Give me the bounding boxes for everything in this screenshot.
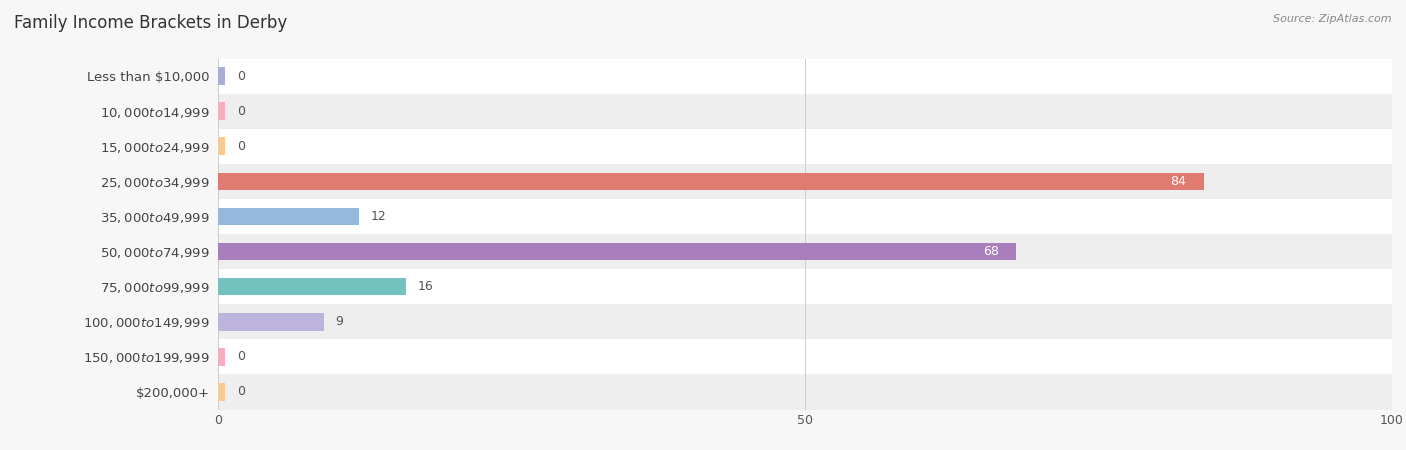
Bar: [218, 137, 225, 155]
Bar: [218, 339, 1392, 374]
Text: 68: 68: [983, 245, 998, 258]
Bar: [218, 67, 225, 85]
Bar: [218, 58, 1392, 94]
Text: 16: 16: [418, 280, 433, 293]
Text: 0: 0: [236, 351, 245, 363]
Bar: [218, 129, 1392, 164]
Bar: [218, 164, 1392, 199]
Text: Family Income Brackets in Derby: Family Income Brackets in Derby: [14, 14, 287, 32]
Bar: [218, 278, 406, 295]
Bar: [218, 199, 1392, 234]
Text: 9: 9: [336, 315, 343, 328]
Bar: [218, 269, 1392, 304]
Text: 12: 12: [371, 210, 387, 223]
Text: 0: 0: [236, 140, 245, 153]
Bar: [218, 313, 323, 330]
Bar: [218, 304, 1392, 339]
Text: 0: 0: [236, 386, 245, 398]
Bar: [218, 94, 1392, 129]
Bar: [218, 172, 1204, 190]
Bar: [218, 243, 1017, 260]
Bar: [218, 374, 1392, 410]
Bar: [218, 348, 225, 365]
Bar: [218, 102, 225, 120]
Bar: [218, 234, 1392, 269]
Bar: [218, 207, 359, 225]
Text: 84: 84: [1171, 175, 1187, 188]
Text: 0: 0: [236, 70, 245, 82]
Bar: [218, 383, 225, 400]
Text: 0: 0: [236, 105, 245, 117]
Text: Source: ZipAtlas.com: Source: ZipAtlas.com: [1274, 14, 1392, 23]
